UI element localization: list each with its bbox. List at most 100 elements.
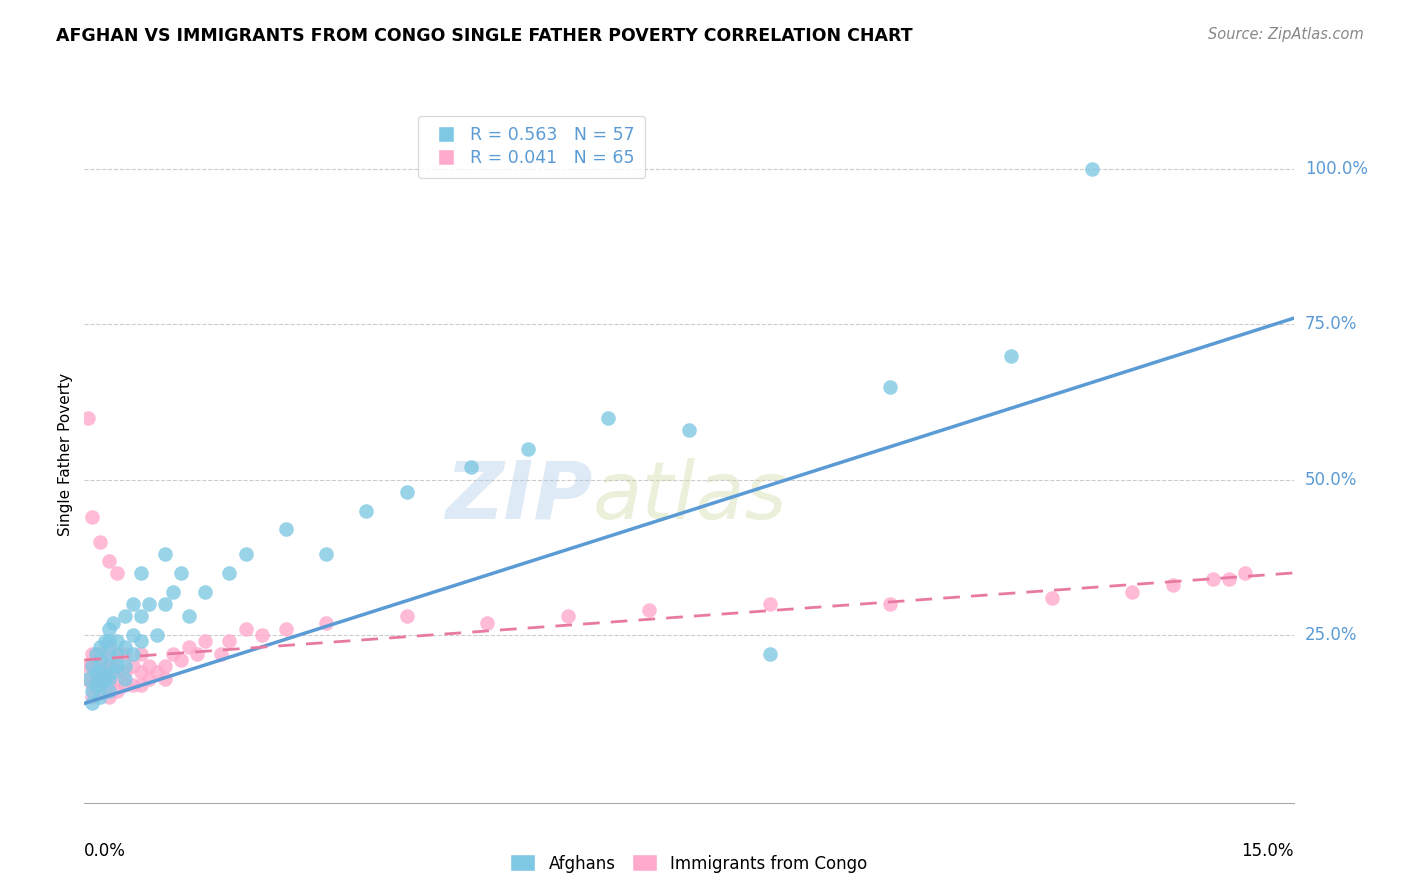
Point — [114, 647, 136, 661]
Point — [93, 659, 115, 673]
Point — [170, 566, 193, 580]
Point — [356, 504, 378, 518]
Point — [93, 672, 115, 686]
Point — [1121, 584, 1143, 599]
Point — [89, 534, 111, 549]
Point — [82, 678, 104, 692]
Text: 75.0%: 75.0% — [1305, 316, 1357, 334]
Point — [86, 665, 108, 680]
Point — [97, 690, 120, 705]
Point — [129, 665, 152, 680]
Point — [186, 647, 208, 661]
Point — [86, 678, 108, 692]
Point — [82, 510, 104, 524]
Text: atlas: atlas — [592, 458, 787, 536]
Point — [138, 597, 160, 611]
Point — [121, 678, 143, 692]
Point — [274, 523, 297, 537]
Point — [89, 678, 111, 692]
Point — [114, 678, 136, 692]
Point — [82, 659, 104, 673]
Point — [179, 609, 201, 624]
Text: Source: ZipAtlas.com: Source: ZipAtlas.com — [1208, 27, 1364, 42]
Point — [557, 609, 579, 624]
Point — [89, 690, 111, 705]
Point — [77, 672, 100, 686]
Point — [97, 553, 120, 567]
Point — [194, 634, 217, 648]
Point — [114, 672, 136, 686]
Point — [1202, 572, 1225, 586]
Legend: R = 0.563   N = 57, R = 0.041   N = 65: R = 0.563 N = 57, R = 0.041 N = 65 — [418, 116, 645, 178]
Text: 50.0%: 50.0% — [1305, 471, 1357, 489]
Point — [153, 659, 176, 673]
Point — [101, 665, 124, 680]
Point — [637, 603, 659, 617]
Point — [86, 672, 108, 686]
Point — [138, 672, 160, 686]
Point — [89, 640, 111, 655]
Point — [1000, 349, 1022, 363]
Point — [105, 634, 128, 648]
Point — [114, 659, 136, 673]
Text: 100.0%: 100.0% — [1305, 161, 1368, 178]
Point — [395, 609, 418, 624]
Point — [114, 609, 136, 624]
Point — [153, 672, 176, 686]
Point — [97, 640, 120, 655]
Point — [89, 672, 111, 686]
Point — [97, 647, 120, 661]
Point — [129, 566, 152, 580]
Point — [138, 659, 160, 673]
Legend: Afghans, Immigrants from Congo: Afghans, Immigrants from Congo — [503, 847, 875, 880]
Point — [77, 659, 100, 673]
Point — [1081, 162, 1104, 177]
Point — [105, 647, 128, 661]
Point — [89, 647, 111, 661]
Point — [146, 628, 169, 642]
Point — [89, 684, 111, 698]
Point — [315, 615, 337, 630]
Text: 0.0%: 0.0% — [84, 842, 127, 860]
Point — [97, 684, 120, 698]
Point — [879, 597, 901, 611]
Point — [82, 697, 104, 711]
Point — [129, 678, 152, 692]
Point — [97, 622, 120, 636]
Text: 25.0%: 25.0% — [1305, 626, 1357, 644]
Point — [82, 690, 104, 705]
Point — [82, 684, 104, 698]
Point — [879, 379, 901, 393]
Point — [758, 647, 780, 661]
Point — [105, 647, 128, 661]
Point — [114, 640, 136, 655]
Point — [395, 485, 418, 500]
Point — [315, 547, 337, 561]
Point — [97, 678, 120, 692]
Point — [162, 647, 184, 661]
Point — [82, 647, 104, 661]
Point — [460, 460, 482, 475]
Point — [477, 615, 499, 630]
Point — [129, 634, 152, 648]
Point — [129, 609, 152, 624]
Point — [235, 547, 257, 561]
Point — [1218, 572, 1240, 586]
Point — [516, 442, 538, 456]
Text: AFGHAN VS IMMIGRANTS FROM CONGO SINGLE FATHER POVERTY CORRELATION CHART: AFGHAN VS IMMIGRANTS FROM CONGO SINGLE F… — [56, 27, 912, 45]
Point — [121, 597, 143, 611]
Point — [179, 640, 201, 655]
Point — [89, 665, 111, 680]
Point — [86, 647, 108, 661]
Point — [170, 653, 193, 667]
Point — [105, 659, 128, 673]
Point — [86, 647, 108, 661]
Point — [101, 659, 124, 673]
Point — [218, 566, 240, 580]
Point — [97, 653, 120, 667]
Point — [162, 584, 184, 599]
Point — [77, 410, 100, 425]
Point — [678, 423, 700, 437]
Point — [121, 647, 143, 661]
Point — [121, 628, 143, 642]
